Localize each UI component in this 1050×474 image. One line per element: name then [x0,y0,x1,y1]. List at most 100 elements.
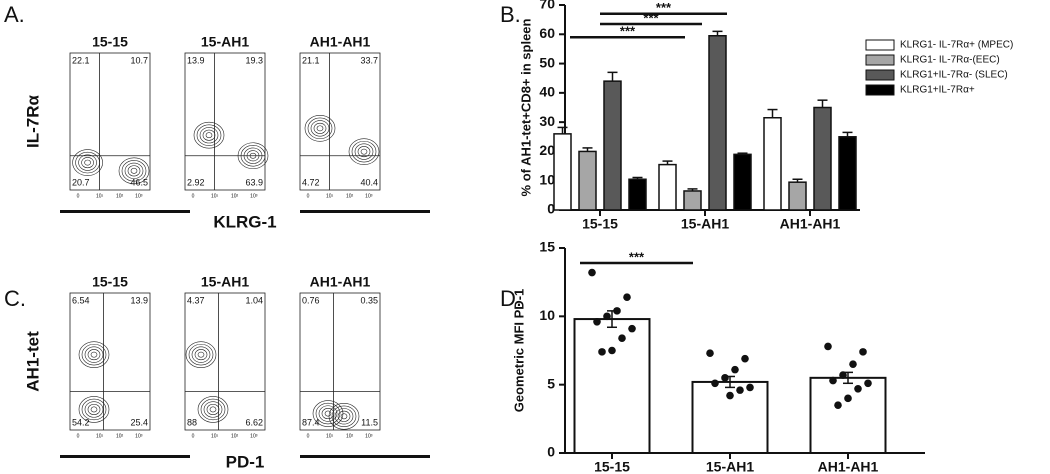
quadrant-value: 21.1 [302,55,320,65]
significance-label: *** [620,24,636,39]
axis-bar [60,455,190,458]
legend-label: KLRG1+IL-7Rα+ [900,85,975,96]
data-point [706,349,714,358]
flow-tick: 10² [116,193,124,199]
legend-swatch [865,69,895,81]
contour [130,167,138,174]
axis-bar [60,210,190,213]
flow-tick: 0 [77,193,80,199]
contour [337,410,351,422]
contour [206,403,220,415]
quadrant-value: 63.9 [245,177,263,187]
y-tick-label: 15 [539,239,555,255]
panel-letter: A. [4,2,25,27]
panel-letter: C. [4,286,26,311]
plot-frame [299,52,381,191]
y-tick-label: 60 [539,25,555,41]
bar [683,190,702,211]
bar [658,163,677,211]
bar [603,80,622,211]
contour [188,343,214,366]
contour [84,346,104,363]
flow-tick: 0 [77,433,80,439]
legend-label: KLRG1+IL-7Rα- (SLEC) [900,70,1008,81]
axis-bar [300,210,430,213]
quadrant-value: 13.9 [130,295,148,305]
data-point [608,346,616,355]
contour [310,120,330,137]
contour [199,127,219,144]
contour [209,406,217,413]
quadrant-value: 11.5 [361,417,378,427]
quadrant-value: 22.1 [72,55,90,65]
contour [203,401,223,418]
data-point [849,360,857,368]
bar [809,376,887,455]
x-tick-label: 15-AH1 [681,216,729,232]
contour [348,138,380,165]
contour [331,405,357,427]
x-tick-label: 15-15 [594,459,630,474]
data-point [859,348,867,356]
y-tick-label: 5 [547,375,555,391]
quadrant-value: 13.9 [187,55,205,65]
contour [194,349,208,361]
quadrant-value: 4.72 [302,177,320,187]
quadrant-value: 87.4 [302,417,320,427]
bar [628,178,647,211]
bar [578,150,597,211]
contour [360,148,368,155]
quadrant-value: 25.4 [130,417,148,427]
contour [121,160,147,182]
panel-letter: B. [500,2,521,27]
contour [193,121,225,149]
x-tick-label: 15-15 [582,216,618,232]
panel-letter: D. [500,286,522,311]
flow-tick: 10³ [250,193,258,199]
contour [78,396,110,423]
contour [197,396,229,423]
contour [81,157,94,169]
flow-tick: 10² [346,193,354,199]
plot-title: AH1-AH1 [310,34,371,50]
contour [304,115,336,142]
contour [307,117,333,140]
data-point [628,324,636,333]
data-point [623,293,631,302]
flow-tick: 10³ [135,193,143,199]
contour [84,401,104,418]
contour [351,140,377,163]
contour [316,125,324,132]
data-point [721,374,729,382]
plot-frame [69,292,151,431]
plot-frame [184,52,266,191]
flow-tick: 0 [192,433,195,439]
contour [197,351,205,358]
quadrant-value: 88 [187,417,197,427]
data-point [588,268,596,277]
quadrant-value: 10.7 [130,55,148,65]
flow-tick: 10² [231,433,239,439]
plot-title: 15-15 [92,34,128,50]
quadrant-value: 40.4 [360,177,378,187]
flow-tick: 10³ [365,433,373,439]
y-tick-label: 10 [539,171,555,187]
flow-tick: 10¹ [211,433,219,439]
x-tick-label: AH1-AH1 [818,459,879,474]
data-point [824,342,832,351]
flow-x-label: KLRG-1 [213,212,276,231]
legend-swatch [865,39,895,51]
y-tick-label: 70 [539,0,555,12]
contour [340,413,348,420]
contour [127,165,141,177]
contour [75,151,100,174]
contour [78,154,97,171]
flow-tick: 0 [307,433,310,439]
data-point [731,365,739,374]
quadrant-value: 54.2 [72,417,90,427]
quadrant-value: 2.92 [187,177,205,187]
significance-label: *** [656,0,672,15]
contour [200,398,226,421]
x-tick-label: AH1-AH1 [780,216,841,232]
